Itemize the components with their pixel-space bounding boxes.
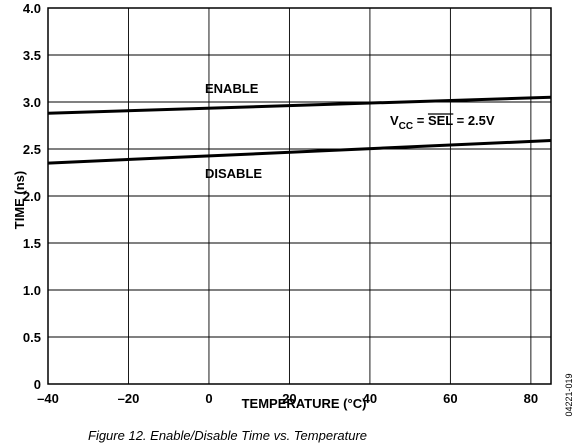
condition-annotation: VCC = SEL = 2.5V bbox=[390, 113, 495, 132]
y-tick-label: 0.5 bbox=[23, 330, 41, 345]
x-tick-label: 80 bbox=[524, 391, 538, 406]
y-tick-label: 2.5 bbox=[23, 142, 41, 157]
x-tick-label: –20 bbox=[118, 391, 140, 406]
y-tick-label: 0 bbox=[34, 377, 41, 392]
x-tick-label: 40 bbox=[363, 391, 377, 406]
annotation-sel: SEL bbox=[428, 113, 453, 128]
y-tick-label: 1.5 bbox=[23, 236, 41, 251]
y-tick-labels: 0 0.5 1.0 1.5 2.0 2.5 3.0 3.5 4.0 bbox=[23, 1, 41, 392]
annotation-cc-subscript: CC bbox=[399, 121, 413, 132]
annotation-equals-1: = bbox=[413, 113, 428, 128]
series-label-disable: DISABLE bbox=[205, 166, 262, 181]
y-tick-label: 4.0 bbox=[23, 1, 41, 16]
y-tick-label: 3.5 bbox=[23, 48, 41, 63]
plot-frame bbox=[47, 7, 552, 385]
y-axis-title: TIME (ns) bbox=[12, 171, 27, 230]
figure-id: 04221-019 bbox=[564, 373, 574, 416]
series-line-enable bbox=[47, 95, 552, 115]
y-tick-label: 3.0 bbox=[23, 95, 41, 110]
x-tick-label: –40 bbox=[37, 391, 59, 406]
y-tick-label: 1.0 bbox=[23, 283, 41, 298]
x-tick-label: 60 bbox=[443, 391, 457, 406]
x-axis-title: TEMPERATURE (°C) bbox=[242, 396, 367, 411]
annotation-v: V bbox=[390, 113, 399, 128]
y-tick-label: 2.0 bbox=[23, 189, 41, 204]
x-tick-labels: –40 –20 0 20 40 60 80 bbox=[37, 391, 538, 406]
series-label-enable: ENABLE bbox=[205, 81, 259, 96]
grid bbox=[47, 7, 551, 385]
x-tick-label: 20 bbox=[282, 391, 296, 406]
x-tick-label: 0 bbox=[205, 391, 212, 406]
annotation-equals-2: = 2.5V bbox=[453, 113, 495, 128]
series-lines bbox=[47, 95, 552, 165]
figure-caption: Figure 12. Enable/Disable Time vs. Tempe… bbox=[88, 428, 368, 443]
series-line-disable bbox=[47, 139, 552, 165]
